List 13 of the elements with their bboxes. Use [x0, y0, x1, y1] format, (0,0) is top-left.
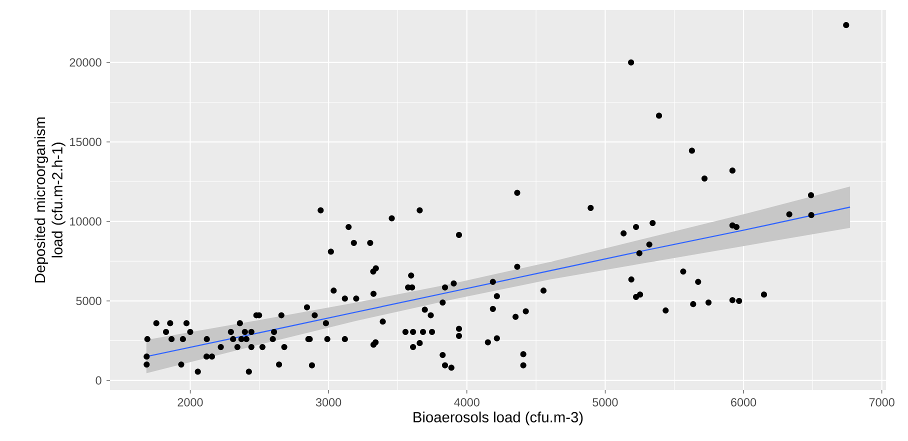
y-tick-label: 20000	[70, 58, 102, 67]
x-tick-label: 4000	[454, 398, 480, 406]
x-tick-label: 3000	[316, 398, 342, 406]
y-tick-label: 0	[96, 376, 102, 385]
x-tick-label: 7000	[869, 398, 894, 406]
y-axis-title: Deposited microorganism load (cfu.m-2.h-1)	[34, 117, 66, 282]
y-tick-label: 5000	[76, 296, 102, 306]
x-tick-label: 5000	[592, 398, 618, 406]
y-tick-label: 15000	[70, 138, 102, 146]
x-tick-label: 2000	[178, 398, 203, 406]
x-tick-label: 6000	[731, 398, 756, 406]
x-axis-title: Bioaerosols load (cfu.m-3)	[414, 412, 583, 426]
y-tick-label: 10000	[70, 217, 102, 226]
